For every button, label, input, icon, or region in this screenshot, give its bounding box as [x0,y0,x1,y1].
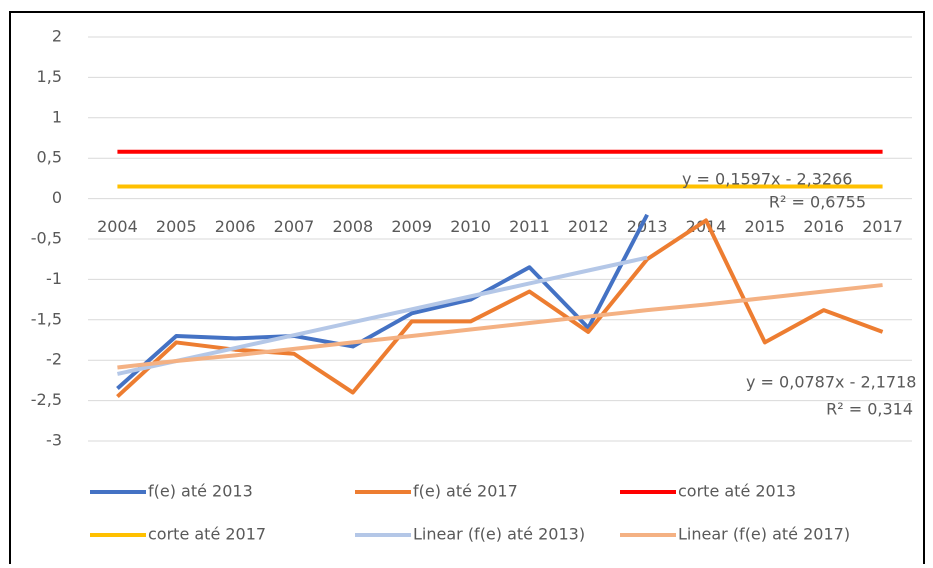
series-line [116,255,648,376]
series-line [116,218,884,399]
legend-label: Linear (f(e) até 2017) [678,525,850,544]
x-tick-label: 2011 [509,217,550,236]
y-tick-label: -0,5 [31,229,62,248]
x-tick-label: 2014 [686,217,727,236]
x-tick-label: 2016 [803,217,844,236]
x-tick-label: 2010 [450,217,491,236]
trendline-equation: y = 0,0787x - 2,1718 [746,373,916,392]
y-tick-label: 0 [52,188,62,207]
trendline-equation: R² = 0,314 [826,400,913,419]
series-line [117,283,883,370]
y-tick-label: 1,5 [37,67,62,86]
y-tick-label: -1 [46,269,62,288]
legend-label: f(e) até 2013 [148,482,253,501]
x-tick-label: 2012 [568,217,609,236]
x-tick-label: 2013 [627,217,668,236]
x-tick-label: 2005 [156,217,197,236]
legend-label: Linear (f(e) até 2013) [413,525,585,544]
x-tick-label: 2017 [862,217,903,236]
x-tick-label: 2015 [744,217,785,236]
legend-label: f(e) até 2017 [413,482,518,501]
y-tick-label: -1,5 [31,309,62,328]
x-tick-label: 2007 [274,217,315,236]
y-tick-label: -2,5 [31,390,62,409]
series-line [116,213,649,390]
y-tick-label: 2 [52,27,62,46]
x-tick-label: 2004 [97,217,138,236]
x-tick-label: 2008 [332,217,373,236]
chart-frame [9,11,925,568]
y-tick-label: -2 [46,350,62,369]
x-tick-label: 2006 [215,217,256,236]
y-tick-label: -3 [46,431,62,450]
y-tick-label: 1 [52,107,62,126]
legend-label: corte até 2017 [148,525,266,544]
trendline-equation: R² = 0,6755 [769,193,866,212]
x-tick-label: 2009 [391,217,432,236]
y-tick-label: 0,5 [37,148,62,167]
legend-label: corte até 2013 [678,482,796,501]
trendline-equation: y = 0,1597x - 2,3266 [682,170,852,189]
